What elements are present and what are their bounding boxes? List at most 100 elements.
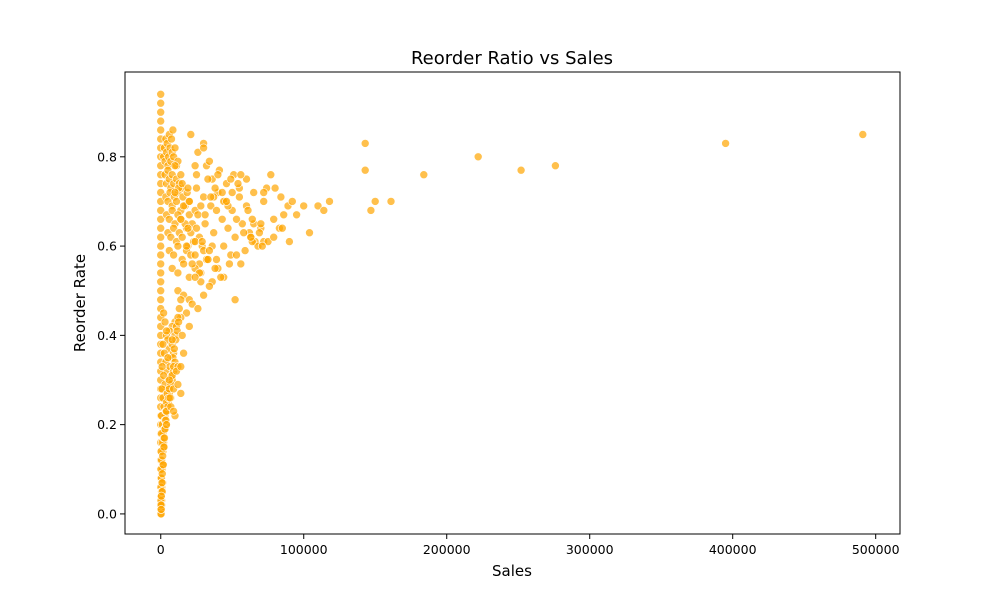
x-tick-label: 100000	[280, 542, 328, 557]
data-point	[230, 295, 240, 305]
data-point	[186, 130, 196, 139]
data-point	[259, 197, 269, 206]
data-point	[203, 255, 213, 264]
data-point	[185, 210, 194, 220]
data-point	[168, 125, 178, 135]
data-point	[173, 268, 183, 278]
data-point	[287, 197, 297, 206]
data-point	[179, 348, 188, 358]
data-point	[222, 197, 231, 206]
data-point	[257, 241, 267, 251]
data-point	[192, 170, 201, 179]
data-point	[366, 206, 376, 215]
data-point	[249, 188, 258, 197]
data-point	[516, 165, 526, 175]
data-point	[292, 210, 301, 220]
data-point	[185, 197, 194, 206]
data-point	[199, 192, 208, 202]
data-point	[190, 250, 200, 260]
y-axis-label: Reorder Rate	[71, 254, 89, 352]
data-point	[160, 317, 170, 327]
data-point	[551, 161, 560, 170]
data-point	[246, 232, 256, 242]
data-point	[190, 161, 200, 170]
y-tick-label: 0.4	[97, 328, 117, 343]
data-point	[165, 215, 174, 224]
data-point	[173, 286, 183, 296]
data-point	[179, 201, 188, 211]
data-point	[238, 219, 247, 229]
data-point	[157, 491, 166, 501]
x-tick-label: 400000	[709, 542, 757, 557]
x-tick-label: 200000	[423, 542, 471, 557]
data-point	[209, 228, 218, 237]
data-point	[162, 326, 171, 336]
data-point	[167, 206, 177, 215]
y-tick-label: 0.6	[97, 239, 117, 254]
data-point	[210, 264, 220, 273]
data-point	[190, 272, 200, 282]
data-point	[232, 215, 241, 224]
data-point	[176, 295, 186, 305]
data-point	[175, 304, 184, 313]
data-point	[156, 505, 166, 514]
data-point	[165, 375, 174, 385]
data-point	[243, 206, 253, 215]
y-axis: 0.0 0.2 0.4 0.6 0.8	[97, 149, 125, 521]
data-point	[170, 143, 180, 153]
data-point	[156, 98, 165, 108]
data-point	[159, 371, 168, 380]
data-point	[193, 210, 203, 220]
data-point	[279, 210, 289, 220]
data-point	[169, 406, 178, 416]
data-point	[205, 281, 214, 291]
data-point	[183, 223, 193, 233]
data-point	[170, 161, 180, 170]
data-point	[167, 335, 177, 345]
scatter-points	[156, 90, 868, 519]
data-point	[199, 290, 208, 300]
data-point	[213, 170, 223, 179]
data-point	[156, 107, 165, 117]
data-point	[176, 362, 186, 371]
data-point	[156, 223, 165, 233]
x-tick-label: 500000	[852, 542, 900, 557]
data-point	[235, 192, 244, 202]
data-point	[240, 246, 250, 255]
data-point	[193, 148, 203, 157]
data-point	[156, 90, 165, 99]
y-tick-label: 0.8	[97, 149, 117, 164]
data-point	[176, 389, 186, 398]
data-point	[216, 272, 226, 282]
data-point	[248, 215, 257, 224]
data-point	[269, 232, 279, 242]
chart-title: Reorder Ratio vs Sales	[411, 48, 613, 69]
data-point	[386, 197, 396, 206]
data-point	[313, 201, 323, 211]
data-point	[219, 241, 228, 251]
data-point	[212, 206, 221, 215]
data-point	[156, 268, 165, 278]
data-point	[370, 197, 380, 206]
data-point	[206, 201, 216, 211]
data-point	[360, 165, 370, 175]
data-point	[276, 192, 286, 202]
data-point	[177, 179, 187, 188]
data-point	[236, 259, 246, 269]
data-point	[177, 232, 187, 242]
x-tick-label: 0	[157, 542, 165, 557]
data-point	[210, 183, 220, 193]
data-point	[256, 219, 266, 229]
data-point	[200, 219, 210, 229]
data-point	[203, 174, 213, 184]
data-point	[156, 295, 165, 305]
data-point	[172, 197, 181, 206]
data-point	[305, 228, 314, 237]
data-point	[192, 223, 201, 233]
x-axis: 0 100000 200000 300000 400000 500000	[157, 534, 900, 557]
data-point	[157, 478, 167, 488]
data-point	[169, 223, 178, 233]
data-point	[299, 201, 309, 211]
data-point	[242, 174, 251, 184]
data-point	[217, 215, 227, 224]
